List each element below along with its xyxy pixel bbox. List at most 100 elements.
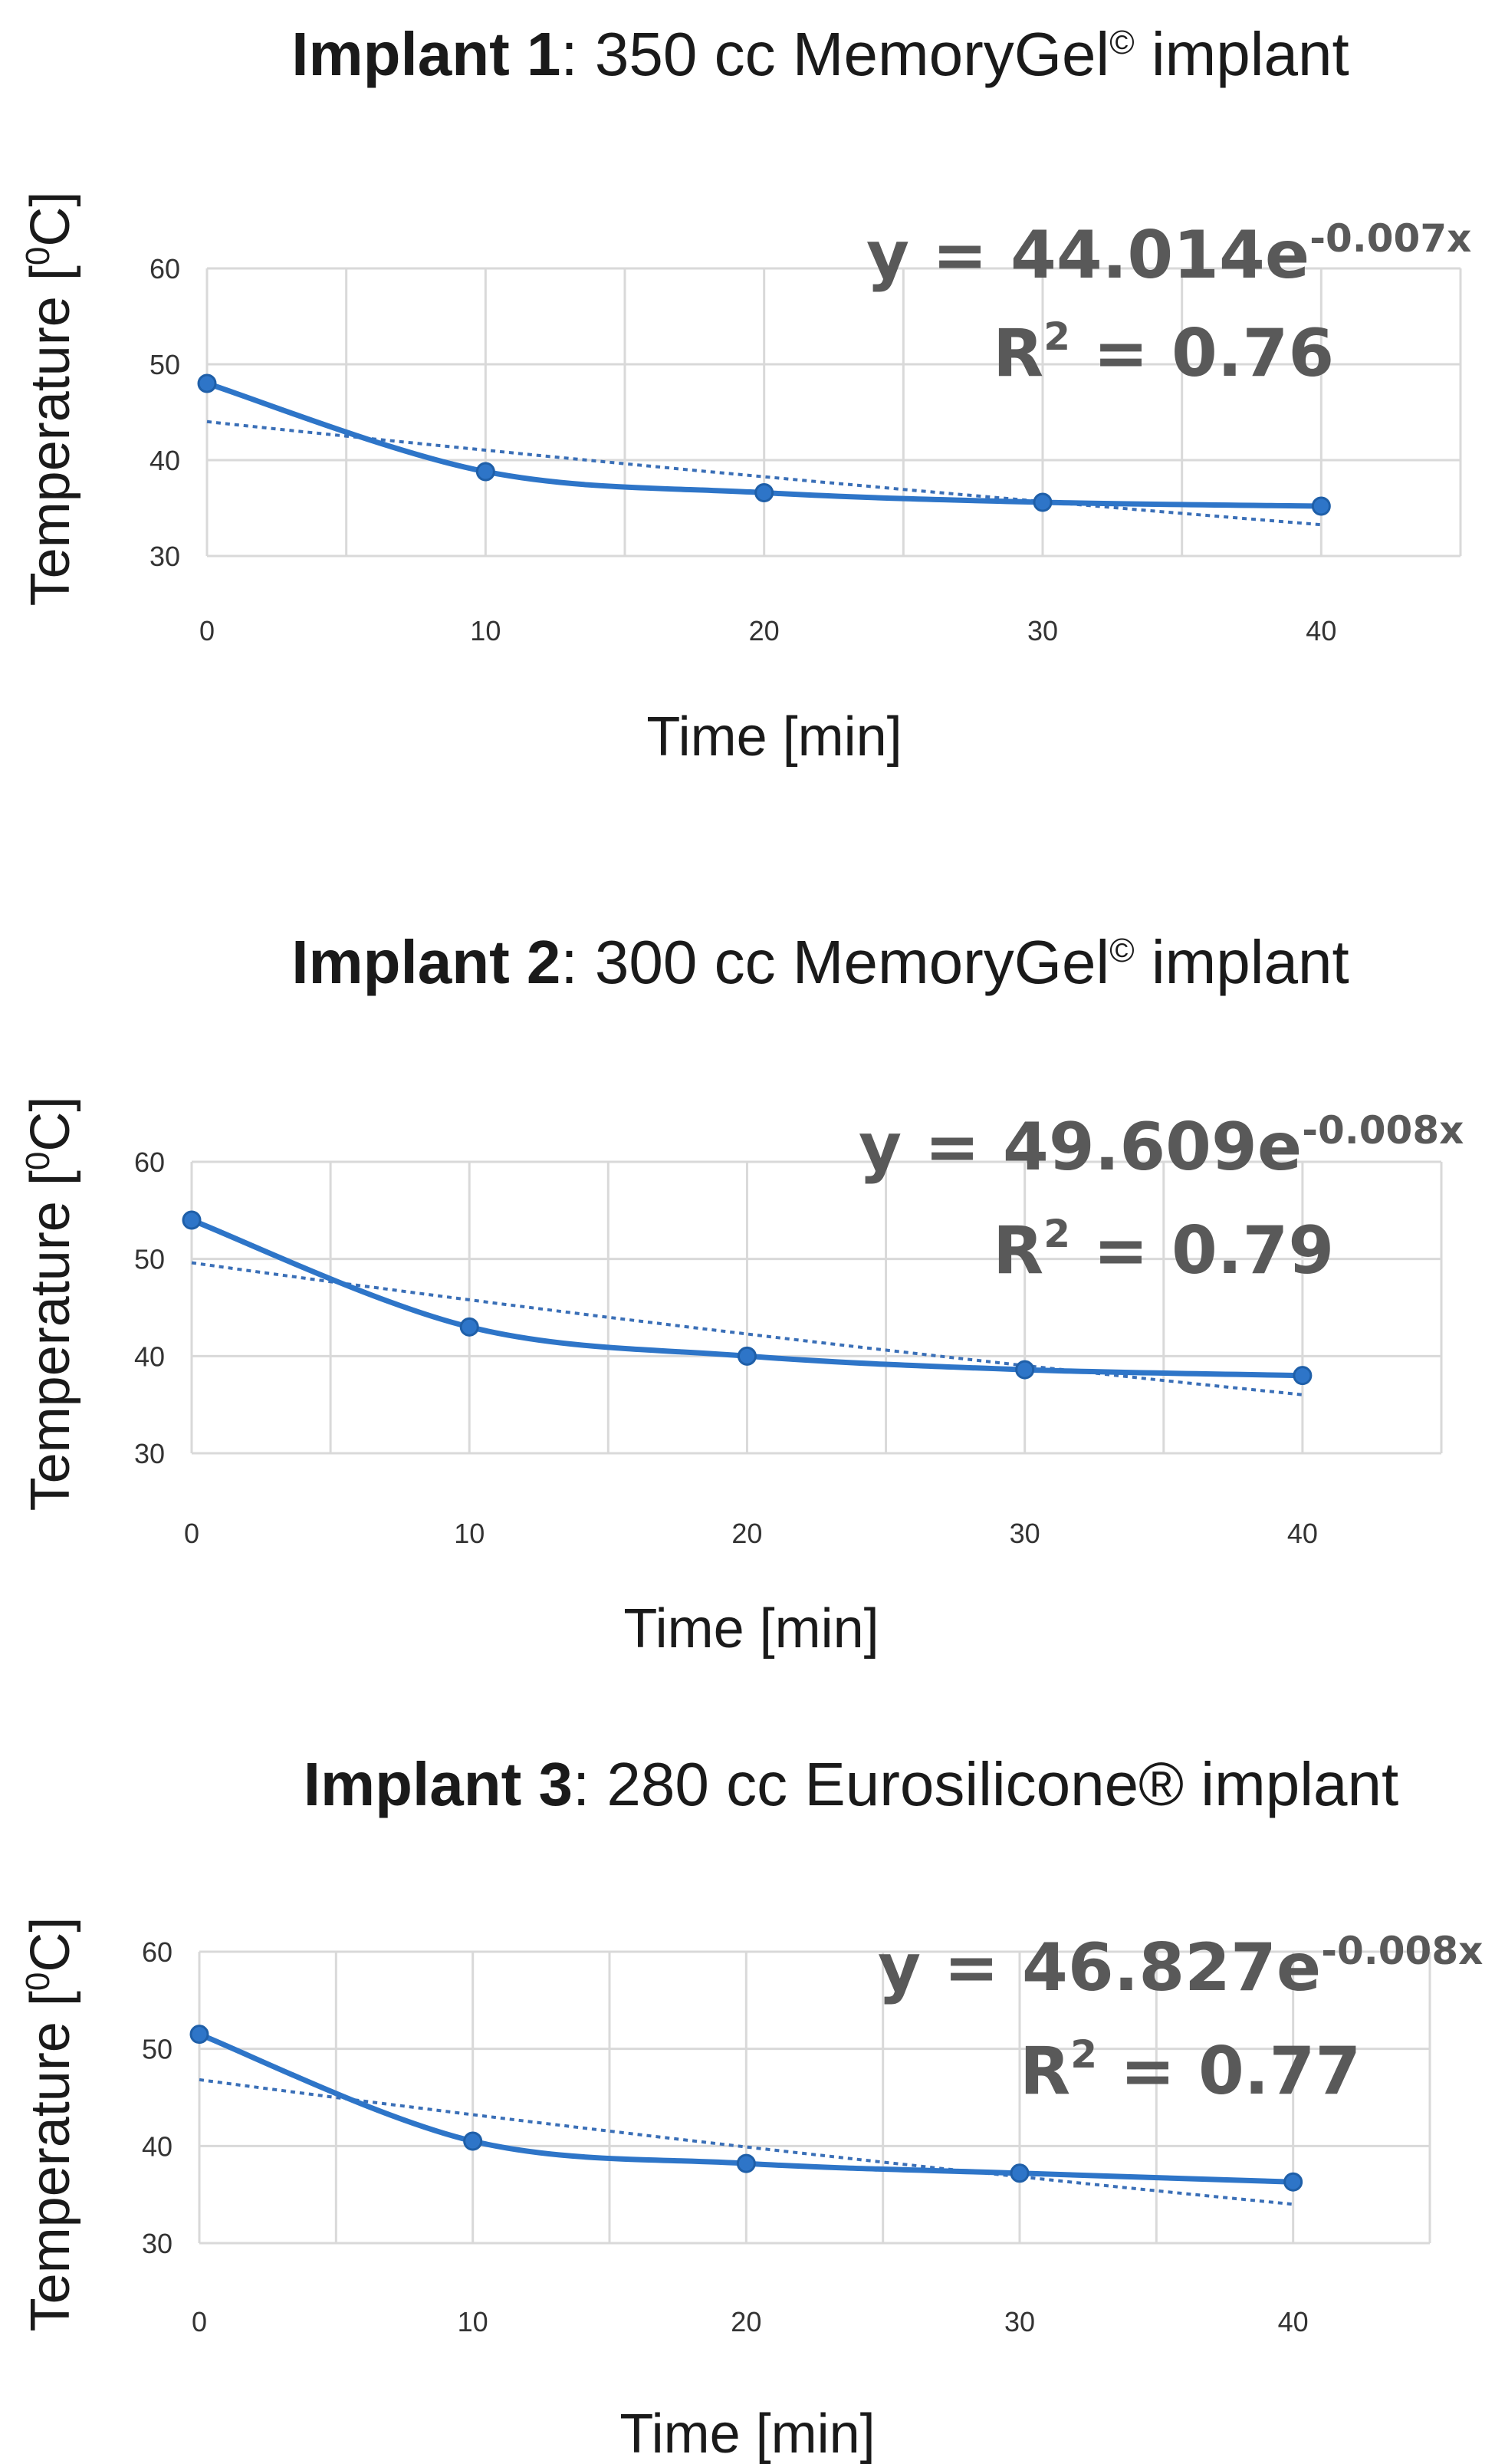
data-point: [1311, 496, 1331, 516]
data-point: [1283, 2172, 1303, 2192]
chart-panel-2: Implant 2: 300 cc MemoryGel© implant 30 4…: [19, 928, 1464, 1660]
plot-area-3: 30 40 50 60 0 10 20 30 40: [142, 1936, 1431, 2337]
y-tick-label: 50: [142, 2034, 172, 2065]
r2-value-1: = 0.76: [1070, 315, 1334, 392]
y-tick-label: 30: [142, 2228, 172, 2259]
y-tick-label: 60: [142, 1936, 172, 1968]
x-tick-label: 30: [1010, 1518, 1040, 1549]
x-tick-label: 20: [731, 1518, 762, 1549]
title-mark-3: ®: [1138, 1750, 1184, 1818]
ylabel-main-2: Temperature [: [20, 1170, 81, 1511]
ylabel-sup-1: 0: [19, 247, 57, 265]
r2-sup-1: 2: [1043, 314, 1070, 359]
y-axis-label-2: Temperature [0C]: [19, 1097, 81, 1512]
ylabel-sup-2: 0: [19, 1152, 57, 1170]
y-tick-label: 30: [150, 541, 180, 572]
equation-exp-1: -0.007x: [1309, 216, 1471, 261]
equation-exp-3: -0.008x: [1321, 1929, 1483, 1973]
x-tick-label: 20: [749, 615, 780, 646]
x-tick-label: 10: [458, 2306, 488, 2337]
x-tick-label: 10: [470, 615, 501, 646]
data-point: [754, 483, 774, 502]
x-tick-label: 0: [199, 615, 215, 646]
y-tick-label: 40: [142, 2130, 172, 2162]
x-axis-label-3: Time [min]: [619, 2403, 875, 2464]
ylabel-main-1: Temperature [: [20, 265, 81, 606]
r2-label-2: R: [993, 1212, 1043, 1289]
r2-label-1: R: [993, 315, 1043, 392]
r2-value-3: = 0.77: [1097, 2033, 1361, 2110]
r-squared-2: R2 = 0.79: [993, 1212, 1334, 1289]
data-point: [1010, 2163, 1030, 2183]
x-tick-label: 40: [1278, 2306, 1309, 2337]
title-mark-1: ©: [1109, 24, 1134, 61]
data-point: [736, 2153, 756, 2173]
x-tick-label: 30: [1027, 615, 1058, 646]
trendline: [191, 1261, 1303, 1396]
equation-exp-2: -0.008x: [1302, 1108, 1464, 1153]
x-tick-label: 20: [731, 2306, 761, 2337]
title-tail-1: implant: [1135, 20, 1349, 88]
x-axis-label-2: Time [min]: [623, 1598, 879, 1660]
r-squared-1: R2 = 0.76: [993, 314, 1334, 392]
chart-title-2: Implant 2: 300 cc MemoryGel© implant: [291, 928, 1349, 996]
title-rest-2: : 300 cc MemoryGel: [560, 928, 1109, 996]
ylabel-main-3: Temperature [: [20, 1991, 81, 2331]
data-point: [1015, 1360, 1035, 1380]
trendline: [206, 419, 1322, 527]
ylabel-end-3: C]: [20, 1917, 81, 1972]
y-tick-label: 40: [150, 445, 180, 476]
y-axis-label-3: Temperature [0C]: [19, 1917, 81, 2332]
chart-panel-3: Implant 3: 280 cc Eurosilicone® implant …: [19, 1750, 1483, 2464]
x-tick-label: 30: [1004, 2306, 1035, 2337]
equation-base-3: y = 46.827e: [878, 1929, 1321, 2006]
ylabel-end-2: C]: [20, 1097, 81, 1152]
x-tick-label: 0: [192, 2306, 207, 2337]
ylabel-end-1: C]: [20, 192, 81, 247]
data-point: [189, 2025, 209, 2045]
equation-base-1: y = 44.014e: [866, 217, 1309, 294]
data-point: [459, 1317, 479, 1337]
y-tick-label: 50: [150, 349, 180, 380]
data-point: [1293, 1366, 1313, 1386]
y-axis-label-1: Temperature [0C]: [19, 192, 81, 607]
trend-equation-2: y = 49.609e-0.008x: [859, 1108, 1464, 1186]
title-bold-3: Implant 3: [304, 1750, 573, 1818]
chart-panel-1: Implant 1: 350 cc MemoryGel© implant 30 4…: [19, 20, 1471, 768]
ylabel-sup-3: 0: [19, 1972, 57, 1991]
title-bold-2: Implant 2: [291, 928, 560, 996]
x-tick-label: 40: [1306, 615, 1336, 646]
y-tick-label: 40: [134, 1341, 165, 1372]
r2-sup-3: 2: [1070, 2032, 1097, 2077]
data-point: [197, 373, 217, 393]
chart-title-3: Implant 3: 280 cc Eurosilicone® implant: [304, 1750, 1398, 1818]
r2-label-3: R: [1020, 2033, 1070, 2110]
x-tick-label: 0: [184, 1518, 199, 1549]
title-bold-1: Implant 1: [291, 20, 560, 88]
r2-value-2: = 0.79: [1070, 1212, 1334, 1289]
y-tick-label: 30: [134, 1438, 165, 1469]
trend-equation-1: y = 44.014e-0.007x: [866, 216, 1471, 294]
x-axis-label-1: Time [min]: [646, 706, 902, 768]
x-tick-label: 10: [454, 1518, 485, 1549]
r-squared-3: R2 = 0.77: [1020, 2032, 1361, 2110]
y-tick-label: 50: [134, 1244, 165, 1275]
r2-sup-2: 2: [1043, 1212, 1070, 1256]
data-point: [463, 2131, 483, 2151]
title-mark-2: ©: [1109, 932, 1134, 969]
data-point: [1033, 492, 1053, 512]
data-point: [182, 1210, 202, 1230]
chart-title-1: Implant 1: 350 cc MemoryGel© implant: [291, 20, 1349, 88]
y-tick-label: 60: [134, 1146, 165, 1178]
y-tick-label: 60: [150, 253, 180, 285]
plot-area-2: 30 40 50 60 0 10 20 30 40: [134, 1146, 1443, 1549]
plot-area-1: 30 40 50 60 0 10 20 30 40: [150, 253, 1462, 646]
data-point: [737, 1346, 757, 1366]
title-rest-1: : 350 cc MemoryGel: [560, 20, 1109, 88]
trend-equation-3: y = 46.827e-0.008x: [878, 1929, 1483, 2006]
data-point: [475, 462, 495, 482]
title-tail-3: implant: [1184, 1750, 1398, 1818]
title-rest-3: : 280 cc Eurosilicone: [573, 1750, 1138, 1818]
equation-base-2: y = 49.609e: [859, 1109, 1302, 1186]
